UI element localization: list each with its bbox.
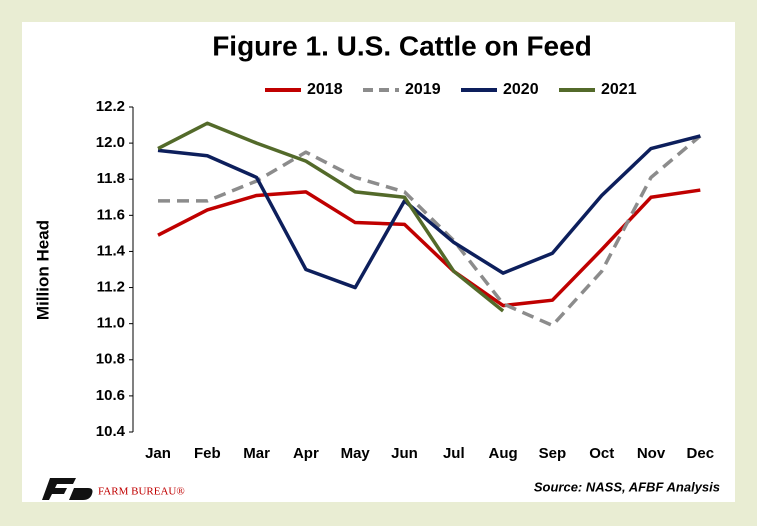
y-tick-label: 11.4 xyxy=(97,242,126,259)
series-line xyxy=(157,188,701,308)
x-tick-label: Jan xyxy=(145,445,171,462)
y-axis-label: Million Head xyxy=(33,220,52,320)
y-tick-label: 11.2 xyxy=(97,279,125,296)
legend-label: 2021 xyxy=(601,81,637,98)
y-tick-label: 11.8 xyxy=(97,170,125,187)
y-tick-label: 12.0 xyxy=(96,134,125,151)
legend-label: 2020 xyxy=(503,81,539,98)
y-tick-label: 11.0 xyxy=(97,315,125,332)
series-line xyxy=(158,134,702,328)
series-line xyxy=(157,134,701,290)
logo: FARM BUREAU® xyxy=(42,478,185,500)
y-tick-label: 10.8 xyxy=(96,351,125,368)
x-tick-label: Feb xyxy=(194,445,221,462)
y-tick-label: 10.6 xyxy=(96,387,125,404)
source: Source: NASS, AFBF Analysis xyxy=(534,479,720,494)
x-tick-label: Oct xyxy=(589,445,614,462)
panel xyxy=(22,22,735,502)
x-tick-label: Jun xyxy=(391,445,418,462)
x-tick-label: Jul xyxy=(443,445,465,462)
logo-text: FARM BUREAU® xyxy=(98,486,185,498)
x-tick-label: Aug xyxy=(489,445,518,462)
x-tick-label: Apr xyxy=(293,445,319,462)
logo-icon xyxy=(42,478,93,500)
chart-title: Figure 1. U.S. Cattle on Feed xyxy=(212,30,592,61)
y-tick-label: 10.4 xyxy=(96,423,126,440)
x-tick-label: Mar xyxy=(243,445,270,462)
series-line xyxy=(157,121,505,313)
x-tick-label: Sep xyxy=(539,445,567,462)
legend-label: 2019 xyxy=(405,81,441,98)
y-tick-label: 12.2 xyxy=(96,98,125,115)
legend-label: 2018 xyxy=(307,81,343,98)
x-tick-label: May xyxy=(341,445,371,462)
x-tick-label: Nov xyxy=(637,445,666,462)
y-tick-label: 11.6 xyxy=(97,206,125,223)
x-tick-label: Dec xyxy=(687,445,715,462)
